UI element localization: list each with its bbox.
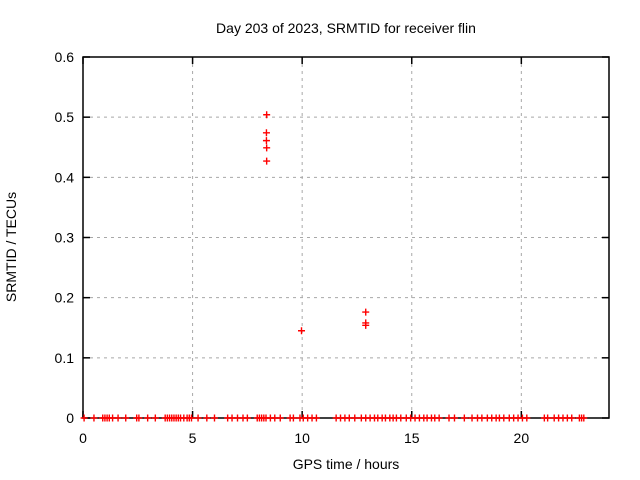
- x-axis-label: GPS time / hours: [293, 456, 400, 472]
- y-tick-label: 0.4: [55, 169, 75, 185]
- zero-point-marker: [122, 414, 130, 422]
- zero-point-marker: [568, 414, 576, 422]
- zero-point-marker: [435, 414, 443, 422]
- zero-point-marker: [187, 414, 195, 422]
- y-tick-label: 0.2: [55, 290, 75, 306]
- y-tick-label: 0.1: [55, 350, 75, 366]
- y-tick-label: 0.3: [55, 230, 75, 246]
- zero-point-marker: [114, 414, 122, 422]
- zero-point-marker: [144, 414, 152, 422]
- zero-point-marker: [523, 414, 531, 422]
- zero-point-marker: [460, 414, 468, 422]
- chart-title: Day 203 of 2023, SRMTID for receiver fli…: [216, 20, 476, 36]
- x-tick-label: 5: [189, 430, 197, 446]
- zero-point-marker: [194, 414, 202, 422]
- zero-point-marker: [211, 414, 218, 422]
- y-axis-label: SRMTID / TECUs: [3, 192, 19, 302]
- y-tick-label: 0: [66, 410, 74, 426]
- data-point-marker: [262, 129, 270, 137]
- zero-point-marker: [351, 414, 359, 422]
- x-tick-label: 0: [79, 430, 87, 446]
- zero-point-marker: [289, 414, 297, 422]
- data-point-marker: [263, 111, 271, 119]
- zero-point-marker: [151, 414, 159, 422]
- zero-point-marker: [243, 414, 251, 422]
- zero-point-marker: [450, 414, 458, 422]
- zero-point-marker: [135, 414, 143, 422]
- zero-point-marker: [580, 414, 588, 422]
- zero-point-marker: [90, 414, 98, 422]
- data-point-marker: [362, 308, 370, 316]
- zero-point-marker: [80, 414, 88, 422]
- x-tick-label: 15: [404, 430, 420, 446]
- x-tick-label: 10: [294, 430, 310, 446]
- data-point-marker: [298, 327, 306, 335]
- x-tick-label: 20: [514, 430, 530, 446]
- zero-point-marker: [312, 414, 320, 422]
- zero-point-marker: [544, 414, 552, 422]
- data-point-marker: [262, 137, 270, 145]
- data-point-marker: [362, 321, 370, 329]
- zero-point-marker: [203, 414, 211, 422]
- y-tick-label: 0.6: [55, 49, 75, 65]
- data-point-marker: [263, 144, 271, 152]
- plot-area: 0 5 10 15 20 0 0.1 0.2 0.3 0.4 0.5 0.6: [55, 49, 610, 446]
- zero-point-marker: [276, 414, 284, 422]
- data-point-marker: [263, 157, 271, 165]
- y-tick-label: 0.5: [55, 109, 75, 125]
